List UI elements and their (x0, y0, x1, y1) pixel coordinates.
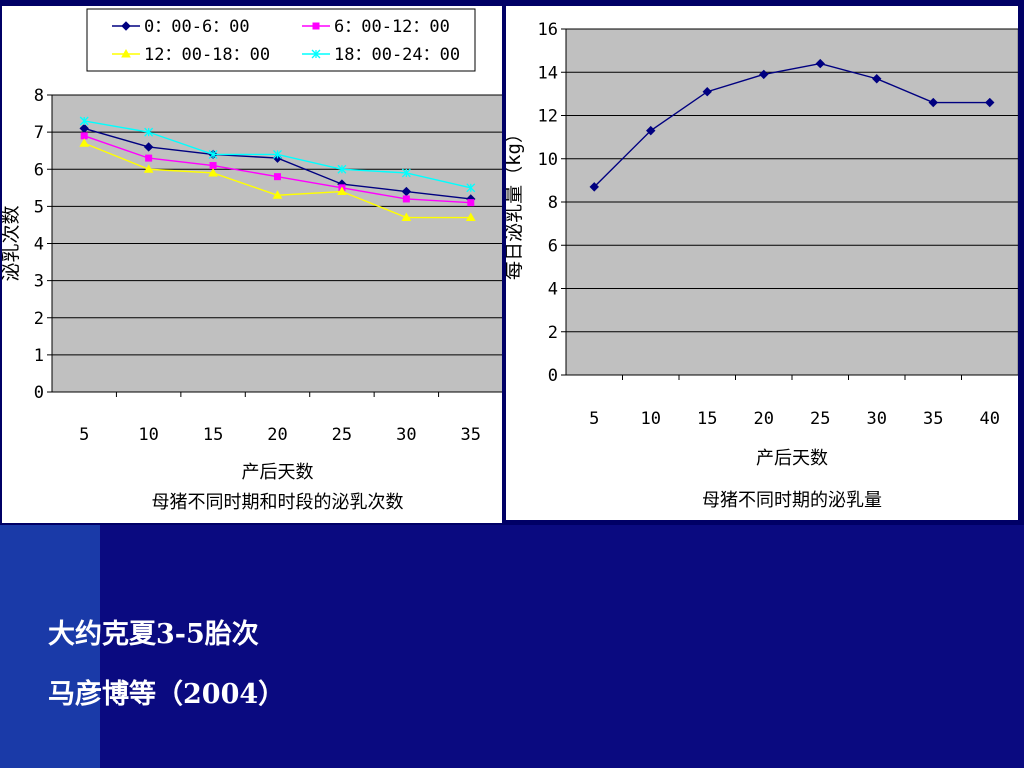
legend-label-3: 18：00-24：00 (334, 45, 460, 65)
y-tick-label-1-1: 1 (34, 346, 44, 366)
legend-marker-0 (121, 21, 131, 31)
legend-box (86, 8, 476, 72)
caption-reference: 马彦博等（2004） (48, 679, 286, 710)
x-tick-label-2-25: 25 (810, 409, 830, 429)
y-tick-label-1-5: 5 (34, 197, 44, 217)
data-point-1-1-6 (467, 199, 475, 207)
x-tick-label-1-25: 25 (332, 425, 352, 445)
caption-breed-parity: 大约克夏3-5胎次 (48, 619, 259, 650)
data-point-2-0-3 (759, 69, 769, 80)
y-axis-title-2: 每日泌乳量（kg） (506, 124, 525, 280)
x-tick-label-1-30: 30 (396, 425, 416, 445)
x-tick-label-2-15: 15 (697, 409, 717, 429)
y-tick-label-1-3: 3 (34, 272, 44, 292)
y-tick-label-2-0: 0 (548, 366, 558, 386)
x-tick-label-2-20: 20 (754, 409, 774, 429)
y-tick-label-2-16: 16 (538, 20, 558, 40)
slide-background-left-stripe (0, 525, 100, 768)
y-tick-label-2-6: 6 (548, 236, 558, 256)
y-tick-label-2-12: 12 (538, 107, 558, 127)
y-tick-label-2-2: 2 (548, 323, 558, 343)
data-point-1-3-2 (208, 149, 218, 159)
chart-panel-milking-frequency: 0 1 2 3 4 5 6 7 8 5 10 15 20 25 30 35 产后天数母猪不同时期和时段的泌乳次数… (2, 6, 502, 523)
x-tick-label-2-35: 35 (923, 409, 943, 429)
data-point-1-1-5 (402, 195, 410, 203)
data-point-1-2-4 (337, 186, 347, 196)
data-point-1-2-6 (465, 212, 476, 222)
data-point-2-0-2 (702, 87, 712, 97)
y-tick-label-2-8: 8 (548, 193, 558, 213)
data-point-2-0-6 (928, 97, 938, 108)
x-tick-label-2-5: 5 (589, 409, 599, 429)
y-tick-label-1-8: 8 (34, 86, 44, 106)
data-point-2-0-0 (589, 182, 599, 192)
y-tick-label-1-2: 2 (34, 309, 44, 329)
data-point-1-1-3 (274, 173, 281, 181)
x-tick-label-2-30: 30 (867, 409, 887, 429)
x-tick-label-1-5: 5 (79, 425, 89, 445)
data-point-2-0-1 (646, 125, 656, 136)
x-axis-title-2: 产后天数 (756, 448, 828, 469)
data-point-1-3-6 (466, 183, 476, 193)
data-point-1-2-3 (272, 190, 283, 199)
y-tick-label-1-4: 4 (34, 235, 44, 255)
data-point-1-2-5 (401, 212, 412, 222)
series-line-2-0 (593, 62, 990, 188)
y-tick-label-1-6: 6 (34, 160, 44, 180)
legend-marker-3 (311, 49, 321, 59)
x-tick-label-2-10: 10 (641, 409, 661, 429)
chart-title-2: 母猪不同时期的泌乳量 (702, 490, 882, 511)
x-tick-label-2-40: 40 (980, 409, 1000, 429)
x-tick-label-1-35: 35 (461, 425, 481, 445)
y-tick-label-1-7: 7 (34, 123, 44, 143)
data-point-1-3-1 (144, 127, 154, 137)
data-point-1-1-2 (209, 162, 217, 170)
chart-daily-milk-yield: 0 2 4 6 8 10 12 14 16 5 10 15 20 25 30 35 40 产后天数母猪不同时期的泌… (506, 20, 1018, 511)
slide-background-bottom (100, 525, 1024, 768)
data-point-1-1-0 (80, 132, 88, 140)
data-point-1-3-5 (401, 168, 411, 178)
legend-marker-2 (121, 48, 131, 58)
data-point-1-0-1 (143, 142, 154, 152)
data-point-2-0-7 (985, 97, 995, 108)
data-point-1-2-0 (79, 138, 90, 147)
y-tick-label-1-0: 0 (34, 383, 44, 403)
data-point-1-2-1 (143, 164, 154, 173)
legend-label-1: 6：00-12：00 (334, 17, 450, 37)
chart-panel-daily-milk-yield: 0 2 4 6 8 10 12 14 16 5 10 15 20 25 30 35 40 产后天数母猪不同时期的泌… (506, 6, 1018, 520)
y-tick-label-2-14: 14 (538, 63, 558, 83)
data-point-1-2-2 (208, 167, 218, 177)
data-point-1-3-3 (273, 149, 282, 159)
y-axis-title-1: 泌乳次数 (2, 205, 22, 281)
data-point-1-1-1 (145, 154, 153, 162)
chart-milking-frequency: 0 1 2 3 4 5 6 7 8 5 10 15 20 25 30 35 产后天数母猪不同时期和时段的泌乳次数… (2, 8, 502, 513)
legend-label-0: 0：00-6：00 (144, 17, 250, 37)
chart-title-1: 母猪不同时期和时段的泌乳次数 (152, 492, 404, 513)
x-tick-label-1-15: 15 (203, 425, 223, 445)
legend-label-2: 12：00-18：00 (144, 45, 270, 65)
data-point-1-3-0 (79, 116, 89, 126)
legend-marker-1 (312, 22, 320, 30)
data-point-2-0-5 (872, 74, 882, 84)
x-tick-label-1-10: 10 (138, 425, 158, 445)
x-tick-label-1-20: 20 (267, 425, 287, 445)
y-tick-label-2-10: 10 (538, 150, 558, 170)
x-axis-title-1: 产后天数 (242, 462, 314, 483)
data-point-2-0-4 (815, 58, 825, 69)
data-point-1-3-4 (337, 164, 347, 174)
y-tick-label-2-4: 4 (548, 280, 558, 300)
